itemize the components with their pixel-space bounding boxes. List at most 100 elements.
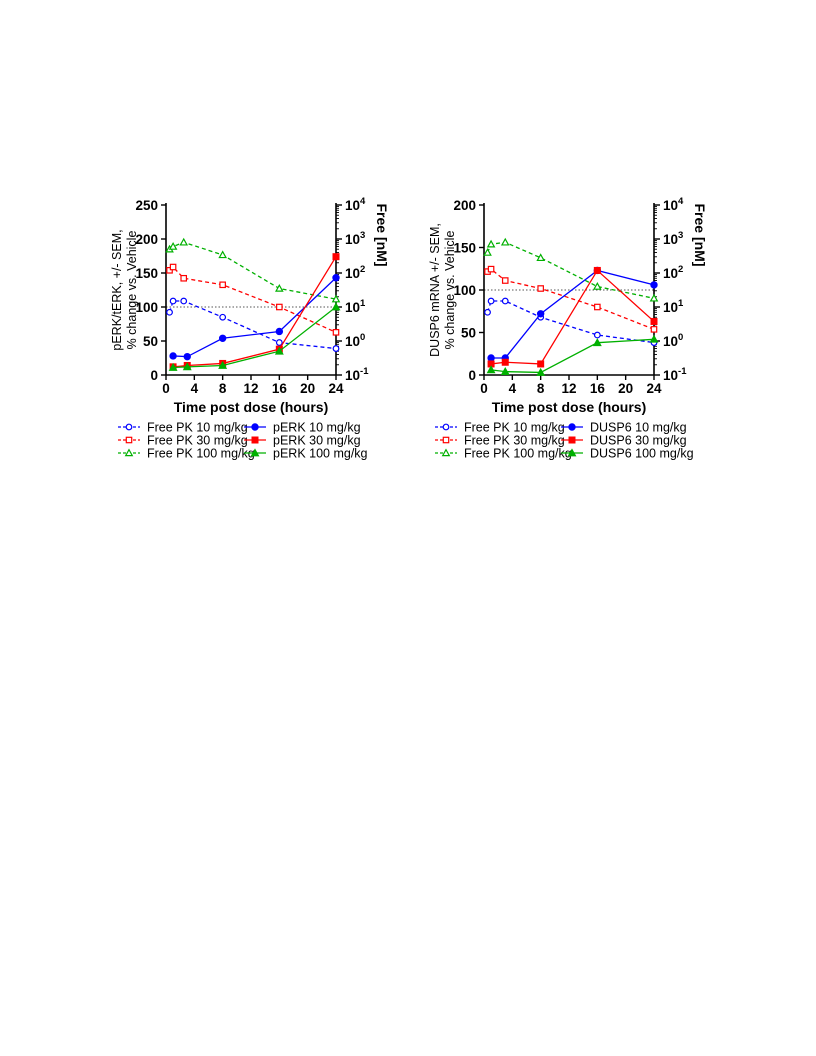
y2-tick-exponent: 2 (360, 264, 365, 275)
y2-tick-base: 10 (345, 368, 360, 383)
series-free-pk-100-mg-kg (165, 237, 341, 303)
y2-tick-exponent: 3 (678, 230, 683, 241)
y2-tick-base: 10 (345, 232, 360, 247)
series-line (486, 300, 655, 344)
x-tick-label: 8 (537, 381, 545, 396)
y2-tick-label: 103 (663, 230, 683, 247)
legend-label: DUSP6 10 mg/kg (590, 421, 687, 435)
legend-marker (251, 423, 259, 431)
data-point (593, 266, 601, 274)
series-free-pk-100-mg-kg (483, 237, 659, 302)
legend-marker (250, 448, 260, 457)
data-point (168, 362, 178, 371)
y-tick-label: 50 (143, 334, 158, 349)
y2-axis-title: Free [nM] (374, 204, 390, 267)
legend-marker (567, 448, 577, 457)
x-tick-label: 0 (162, 381, 170, 396)
x-tick-label: 24 (646, 381, 662, 396)
legend-marker (568, 436, 576, 444)
data-point (331, 302, 341, 311)
data-point (487, 297, 495, 305)
data-point (276, 303, 283, 311)
data-point (332, 253, 340, 261)
y-tick-label: 50 (461, 326, 476, 341)
y-tick-label: 100 (135, 300, 158, 315)
data-point (218, 360, 228, 369)
data-point (593, 281, 602, 290)
data-point (332, 345, 340, 352)
x-tick-label: 16 (272, 381, 288, 396)
y-tick-label: 250 (135, 198, 158, 213)
legend-marker (124, 448, 134, 457)
y2-tick-base: 10 (663, 368, 678, 383)
x-tick-label: 24 (328, 381, 344, 396)
data-point (169, 263, 177, 271)
y2-tick-exponent: 4 (678, 196, 684, 207)
y-axis-title: % change vs. Vehicle (125, 231, 139, 350)
y-axis-title: DUSP6 mRNA +/- SEM, (428, 223, 442, 357)
x-tick-label: 16 (590, 381, 606, 396)
y2-tick-base: 10 (345, 198, 360, 213)
legend-marker (442, 423, 450, 431)
series-dusp6-100-mg-kg (486, 334, 659, 376)
data-point (486, 239, 496, 248)
y2-tick-label: 104 (663, 196, 684, 213)
y2-tick-base: 10 (663, 334, 678, 349)
legend-label: Free PK 10 mg/kg (464, 421, 565, 435)
y2-tick-exponent: 4 (360, 196, 366, 207)
data-point (537, 360, 545, 368)
x-tick-label: 12 (243, 381, 258, 396)
data-point (332, 329, 340, 336)
y-tick-label: 150 (135, 266, 158, 281)
y2-tick-label: 101 (663, 298, 684, 315)
series-line (169, 266, 337, 333)
data-point (219, 313, 227, 321)
data-point (183, 352, 191, 361)
data-point (650, 281, 658, 289)
data-point (501, 297, 509, 305)
data-point (218, 334, 227, 342)
y-tick-label: 150 (453, 241, 476, 256)
legend-marker (251, 436, 259, 444)
x-tick-label: 0 (480, 381, 488, 396)
y2-tick-label: 101 (345, 298, 366, 315)
legend-label: DUSP6 30 mg/kg (590, 434, 687, 448)
data-point (168, 242, 178, 250)
x-axis-title: Time post dose (hours) (174, 399, 329, 415)
legend-label: pERK 100 mg/kg (273, 447, 368, 461)
x-axis-title: Time post dose (hours) (492, 399, 647, 415)
y2-tick-exponent: 2 (678, 264, 683, 275)
y2-tick-label: 10-1 (345, 366, 369, 383)
y2-tick-base: 10 (663, 198, 678, 213)
y2-tick-label: 102 (345, 264, 365, 281)
y2-tick-exponent: 0 (360, 332, 365, 343)
series-dusp6-10-mg-kg (487, 266, 658, 362)
y-axis-title: pERK/tERK, +/- SEM, (110, 229, 124, 350)
series-line (169, 241, 337, 300)
x-tick-label: 12 (561, 381, 576, 396)
data-point (219, 281, 226, 289)
data-point (487, 265, 495, 273)
y-tick-label: 100 (453, 283, 476, 298)
series-free-pk-30-mg-kg (484, 265, 658, 333)
legend-label: Free PK 100 mg/kg (147, 447, 255, 461)
series-line (173, 277, 337, 358)
data-point (180, 274, 188, 282)
y2-tick-exponent: -1 (360, 366, 369, 377)
y2-tick-base: 10 (345, 300, 360, 315)
series-line (491, 269, 655, 365)
y2-tick-base: 10 (663, 232, 678, 247)
x-tick-label: 4 (191, 381, 199, 396)
data-point (500, 366, 510, 375)
legend-label: Free PK 100 mg/kg (464, 447, 572, 461)
y2-tick-label: 100 (663, 332, 683, 349)
y2-tick-exponent: 0 (678, 332, 683, 343)
series-free-pk-10-mg-kg (484, 297, 658, 346)
data-point (275, 283, 284, 292)
legend-marker (441, 448, 451, 457)
y2-tick-base: 10 (663, 266, 678, 281)
y2-tick-base: 10 (345, 266, 360, 281)
